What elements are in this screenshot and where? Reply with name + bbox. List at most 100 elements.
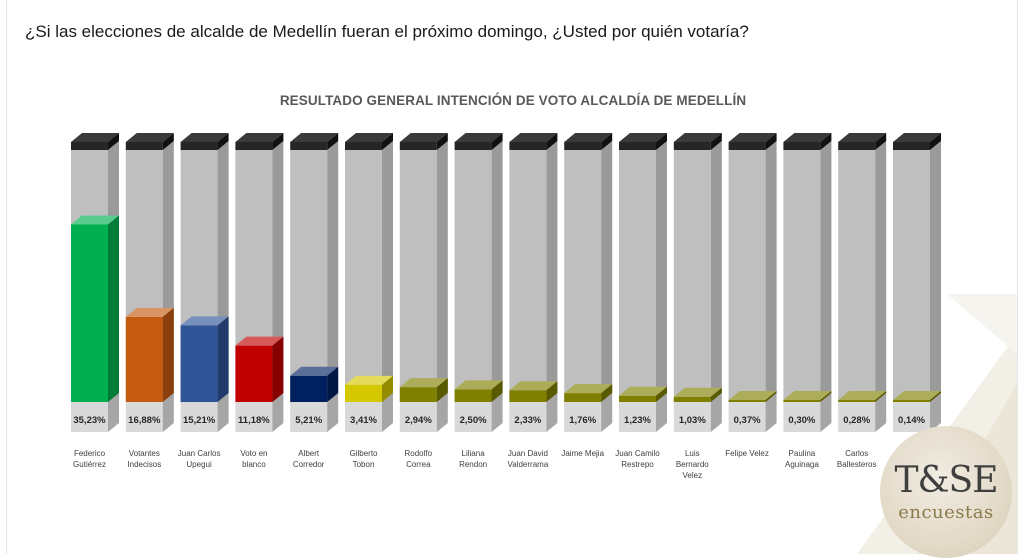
bar-cap-top bbox=[564, 133, 613, 142]
bar-base-side bbox=[601, 393, 613, 432]
bar-base bbox=[71, 402, 108, 432]
category-label-line: Votantes bbox=[129, 449, 160, 458]
bar-top bbox=[619, 386, 667, 396]
category-label: Juan Carlos Upegui bbox=[178, 449, 221, 469]
bar-cap-side bbox=[272, 133, 284, 150]
bar-chart: 35,23% Federico Gutiérrez 16,88% Votantes Ind… bbox=[71, 133, 941, 480]
category-label: Luis Bernardo Velez bbox=[676, 449, 709, 480]
category-label-line: blanco bbox=[242, 460, 266, 469]
bar-base-side bbox=[765, 393, 777, 432]
bar-side bbox=[327, 366, 339, 402]
category-label: Paulina Aguinaga bbox=[785, 449, 819, 469]
data-label: 11,18% bbox=[238, 415, 270, 426]
bar-cap-side bbox=[491, 133, 503, 150]
bar-track bbox=[564, 150, 602, 402]
bar-top bbox=[454, 380, 503, 390]
bar-group: 1,03% Luis Bernardo Velez bbox=[673, 133, 722, 480]
category-label-line: Ballesteros bbox=[837, 460, 877, 469]
bar-base-side bbox=[108, 393, 119, 432]
bar-side bbox=[930, 391, 941, 402]
bar-base-side bbox=[656, 393, 667, 432]
bar bbox=[509, 390, 547, 402]
bar-group: 2,33% Juan David Valderrama bbox=[508, 133, 558, 469]
bar-cap-top bbox=[673, 133, 722, 142]
bar-cap-side bbox=[217, 133, 229, 150]
bar-side bbox=[710, 387, 722, 402]
bar-top bbox=[345, 375, 393, 385]
bar-base bbox=[728, 402, 766, 432]
bar-cap bbox=[673, 142, 711, 150]
bar-base bbox=[619, 402, 656, 432]
bar-track-side bbox=[875, 141, 887, 402]
bar-side bbox=[601, 384, 613, 402]
bar-cap-top bbox=[71, 133, 119, 142]
category-label-line: Gutiérrez bbox=[73, 460, 106, 469]
bar-top bbox=[399, 378, 448, 388]
bar bbox=[399, 387, 437, 402]
category-label-line: Juan Camilo bbox=[615, 449, 660, 458]
bar-cap-side bbox=[108, 133, 119, 150]
category-label-line: Corredor bbox=[293, 460, 325, 469]
slide: ¿Si las elecciones de alcalde de Medellí… bbox=[6, 0, 1018, 554]
bar-base bbox=[564, 402, 602, 432]
bar-cap-top bbox=[893, 133, 941, 142]
bar-track-side bbox=[327, 141, 339, 402]
bar bbox=[838, 400, 876, 402]
bar-base bbox=[509, 402, 547, 432]
category-label: Albert Corredor bbox=[293, 449, 325, 469]
bar-track-side bbox=[436, 141, 448, 402]
category-label: Juan David Valderrama bbox=[508, 449, 549, 469]
bar-cap bbox=[71, 142, 108, 150]
bar-cap-side bbox=[710, 133, 722, 150]
bar-cap-top bbox=[619, 133, 667, 142]
bar-cap-top bbox=[235, 133, 284, 142]
bar bbox=[235, 345, 273, 402]
bar-base-side bbox=[930, 393, 941, 432]
category-label-line: Felipe Velez bbox=[725, 449, 769, 458]
data-label: 1,76% bbox=[569, 415, 596, 426]
bar-track-side bbox=[601, 141, 613, 402]
bar bbox=[345, 384, 382, 402]
category-label-line: Aguinaga bbox=[785, 460, 819, 469]
bar-base-side bbox=[162, 393, 174, 432]
category-label: Jaime Mejia bbox=[561, 449, 604, 458]
bar-group: 16,88% Votantes Indecisos bbox=[125, 133, 174, 469]
bar-base-side bbox=[875, 393, 887, 432]
bar-cap-side bbox=[546, 133, 558, 150]
bar-cap-top bbox=[399, 133, 448, 142]
data-label: 2,33% bbox=[514, 415, 541, 426]
bar-base bbox=[290, 402, 328, 432]
bar-base-side bbox=[546, 393, 558, 432]
bar bbox=[290, 375, 328, 402]
logo-brand: T&SE bbox=[894, 460, 999, 501]
bar-cap-side bbox=[327, 133, 339, 150]
bar-base bbox=[783, 402, 821, 432]
bar-track bbox=[399, 150, 437, 402]
category-label: Juan Camilo Restrepo bbox=[615, 449, 660, 469]
bar-base bbox=[235, 402, 273, 432]
bar-cap-side bbox=[765, 133, 777, 150]
bar-cap bbox=[783, 142, 821, 150]
bar-group: 1,76% Jaime Mejia bbox=[561, 133, 613, 458]
bar-cap-side bbox=[820, 133, 832, 150]
bar bbox=[728, 400, 766, 402]
category-label: Rodolfo Correa bbox=[405, 449, 433, 469]
bar-group: 1,23% Juan Camilo Restrepo bbox=[615, 133, 667, 469]
bar-track bbox=[673, 150, 711, 402]
data-label: 16,88% bbox=[128, 415, 161, 426]
category-label-line: Rodolfo bbox=[405, 449, 433, 458]
bar-cap-side bbox=[436, 133, 448, 150]
bar-cap bbox=[838, 142, 876, 150]
bar bbox=[71, 224, 108, 402]
data-label: 35,23% bbox=[73, 415, 106, 426]
bar-cap-top bbox=[345, 133, 393, 142]
bar-top bbox=[509, 381, 558, 391]
bar-group: 11,18% Voto en blanco bbox=[235, 133, 284, 469]
category-label-line: Voto en bbox=[240, 449, 267, 458]
data-label: 0,14% bbox=[898, 415, 925, 426]
bar-group: 15,21% Juan Carlos Upegui bbox=[178, 133, 229, 469]
bar-cap-side bbox=[656, 133, 667, 150]
bar-cap bbox=[564, 142, 602, 150]
bar-cap bbox=[454, 142, 492, 150]
category-label: Felipe Velez bbox=[725, 449, 769, 458]
